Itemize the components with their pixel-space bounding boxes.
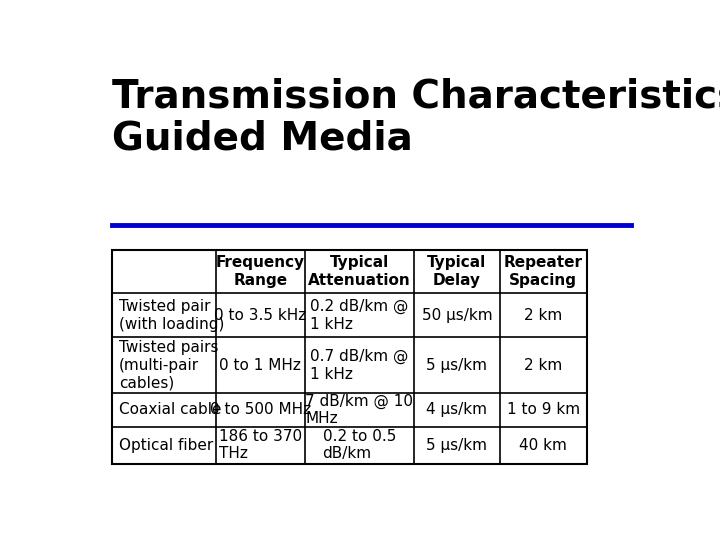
Text: 186 to 370
THz: 186 to 370 THz [219,429,302,462]
Text: 0 to 1 MHz: 0 to 1 MHz [220,357,301,373]
Text: Twisted pair
(with loading): Twisted pair (with loading) [119,299,225,332]
Text: 0 to 3.5 kHz: 0 to 3.5 kHz [214,308,306,323]
Text: 0.2 to 0.5
dB/km: 0.2 to 0.5 dB/km [323,429,396,462]
Text: 0.7 dB/km @
1 kHz: 0.7 dB/km @ 1 kHz [310,349,408,382]
Text: Repeater
Spacing: Repeater Spacing [504,255,583,288]
Text: 50 μs/km: 50 μs/km [422,308,492,323]
Text: Typical
Attenuation: Typical Attenuation [308,255,410,288]
Text: 2 km: 2 km [524,308,562,323]
Bar [112,250,587,464]
Text: 0.2 dB/km @
1 kHz: 0.2 dB/km @ 1 kHz [310,299,408,332]
Text: 4 μs/km: 4 μs/km [426,402,487,417]
Text: Optical fiber: Optical fiber [119,438,213,453]
Text: 40 km: 40 km [519,438,567,453]
Text: 5 μs/km: 5 μs/km [426,357,487,373]
Text: 7 dB/km @ 10
MHz: 7 dB/km @ 10 MHz [305,394,413,426]
Text: Frequency
Range: Frequency Range [215,255,305,288]
Text: 2 km: 2 km [524,357,562,373]
Text: 0 to 500 MHz: 0 to 500 MHz [210,402,311,417]
Text: 5 μs/km: 5 μs/km [426,438,487,453]
Text: Twisted pairs
(multi-pair
cables): Twisted pairs (multi-pair cables) [119,340,218,390]
Text: Coaxial cable: Coaxial cable [119,402,222,417]
Text: 1 to 9 km: 1 to 9 km [507,402,580,417]
Text: Transmission Characteristics of
Guided Media: Transmission Characteristics of Guided M… [112,77,720,158]
Text: Typical
Delay: Typical Delay [427,255,487,288]
